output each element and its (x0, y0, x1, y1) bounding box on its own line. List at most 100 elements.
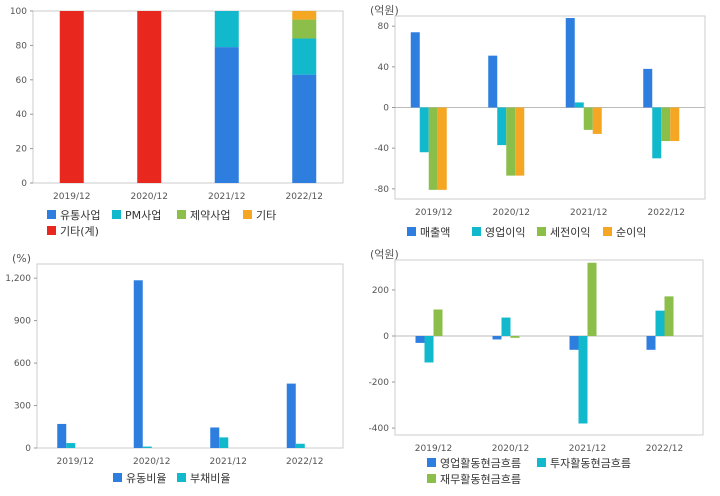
y-tick-label: -200 (369, 378, 390, 388)
bar (587, 262, 597, 336)
bar (578, 335, 588, 424)
legend-swatch (177, 210, 186, 219)
x-tick-label: 2020/12 (492, 444, 529, 454)
unit-label: (억원) (370, 248, 399, 261)
legend-label: 부채비율 (190, 472, 230, 485)
x-tick-label: 2020/12 (133, 457, 170, 467)
legend-label: 투자활동현금흐름 (550, 456, 631, 470)
bar (488, 55, 498, 108)
bar (515, 107, 525, 176)
chart-segment-share-svg: 0 20 40 60 80 100 2019/12 2020/12 2021/12 2022/12… (10, 7, 344, 238)
bar (292, 74, 317, 183)
legend-swatch (537, 227, 546, 236)
y-tick-label: -40 (374, 144, 389, 154)
bar (592, 107, 602, 134)
bar (292, 38, 317, 75)
bar (652, 107, 662, 159)
bar (569, 335, 579, 350)
y-tick-label: 100 (10, 7, 27, 17)
bar (664, 296, 674, 336)
legend-swatch (112, 210, 121, 219)
y-tick-label: 80 (378, 22, 390, 32)
y-tick-label: 300 (14, 402, 31, 412)
bar (646, 335, 656, 350)
bar (506, 107, 516, 176)
bar (670, 107, 680, 142)
bar (57, 423, 67, 448)
chart-segment-share: 0 20 40 60 80 100 2019/12 2020/12 2021/12 2022/12… (0, 0, 360, 248)
y-tick-label: 0 (383, 332, 389, 342)
unit-label: (억원) (370, 4, 399, 17)
bar (661, 107, 671, 142)
bar (214, 47, 239, 184)
legend-label: 재무활동현금흐름 (440, 472, 521, 486)
bar (292, 19, 317, 39)
y-tick-label: 80 (16, 41, 28, 51)
chart-income-svg: (억원) -80 -40 0 40 80 2019/12 2020/12 2021/12 2022… (370, 4, 706, 239)
legend-label: 영업이익 (485, 226, 525, 239)
bar (428, 107, 438, 190)
bar (59, 11, 84, 183)
bar (66, 443, 76, 448)
legend-swatch (427, 458, 436, 467)
bar (410, 32, 420, 108)
legend-label: 유동비율 (126, 472, 166, 485)
y-tick-label: 60 (16, 76, 28, 86)
chart-income: (억원) -80 -40 0 40 80 2019/12 2020/12 2021/12 2022… (360, 0, 720, 248)
legend-swatch (47, 210, 56, 219)
y-tick-label: 1,200 (5, 274, 31, 284)
bar (574, 102, 584, 108)
bar (437, 107, 447, 190)
bar (583, 107, 593, 130)
bar (415, 335, 425, 343)
legend-swatch (603, 227, 612, 236)
bar (137, 11, 162, 183)
legend-swatch (113, 473, 122, 482)
legend-swatch (472, 227, 481, 236)
y-tick-label: 900 (14, 317, 31, 327)
y-tick-label: 0 (25, 444, 31, 454)
y-tick-label: 600 (14, 359, 31, 369)
legend-label: 유통사업 (60, 209, 100, 222)
y-tick-label: 0 (21, 179, 27, 189)
legend-label: 기타(계) (60, 225, 99, 238)
plot-frame (36, 263, 344, 449)
legend-label: 영업활동현금흐름 (440, 456, 521, 470)
x-tick-label: 2022/12 (286, 457, 323, 467)
legend-label: 순이익 (616, 226, 646, 239)
bar (565, 18, 575, 108)
x-tick-label: 2019/12 (57, 457, 94, 467)
legend-label: 제약사업 (190, 208, 230, 222)
x-tick-label: 2021/12 (569, 444, 606, 454)
legend-swatch (427, 474, 436, 483)
legend-label: 매출액 (420, 226, 450, 239)
x-tick-label: 2020/12 (493, 208, 530, 218)
y-tick-label: 20 (16, 145, 28, 155)
bar (433, 309, 443, 336)
bar (214, 11, 239, 48)
legend-swatch (177, 473, 186, 482)
plot-frame (32, 10, 344, 184)
bar (510, 335, 520, 338)
y-tick-label: 40 (16, 110, 28, 120)
x-tick-label: 2021/12 (208, 192, 245, 202)
bar (133, 280, 143, 448)
x-tick-label: 2019/12 (415, 208, 452, 218)
bar (501, 317, 511, 336)
plot-frame (394, 259, 704, 436)
bar (219, 437, 229, 448)
legend-label: PM사업 (125, 209, 161, 222)
y-tick-label: -400 (369, 424, 390, 434)
chart-ratios: (%) 0 300 600 900 1,200 2019/12 2020/12 2021/12 2… (0, 248, 360, 496)
bar (643, 68, 653, 108)
y-tick-label: 0 (383, 104, 389, 114)
legend-label: 세전이익 (550, 226, 590, 239)
legend-swatch (47, 226, 56, 235)
x-tick-label: 2022/12 (646, 444, 683, 454)
x-tick-label: 2019/12 (53, 192, 90, 202)
x-tick-label: 2022/12 (648, 208, 685, 218)
bar (492, 335, 502, 340)
y-tick-label: 40 (378, 63, 390, 73)
unit-label: (%) (12, 252, 31, 265)
y-tick-label: -80 (374, 185, 389, 195)
